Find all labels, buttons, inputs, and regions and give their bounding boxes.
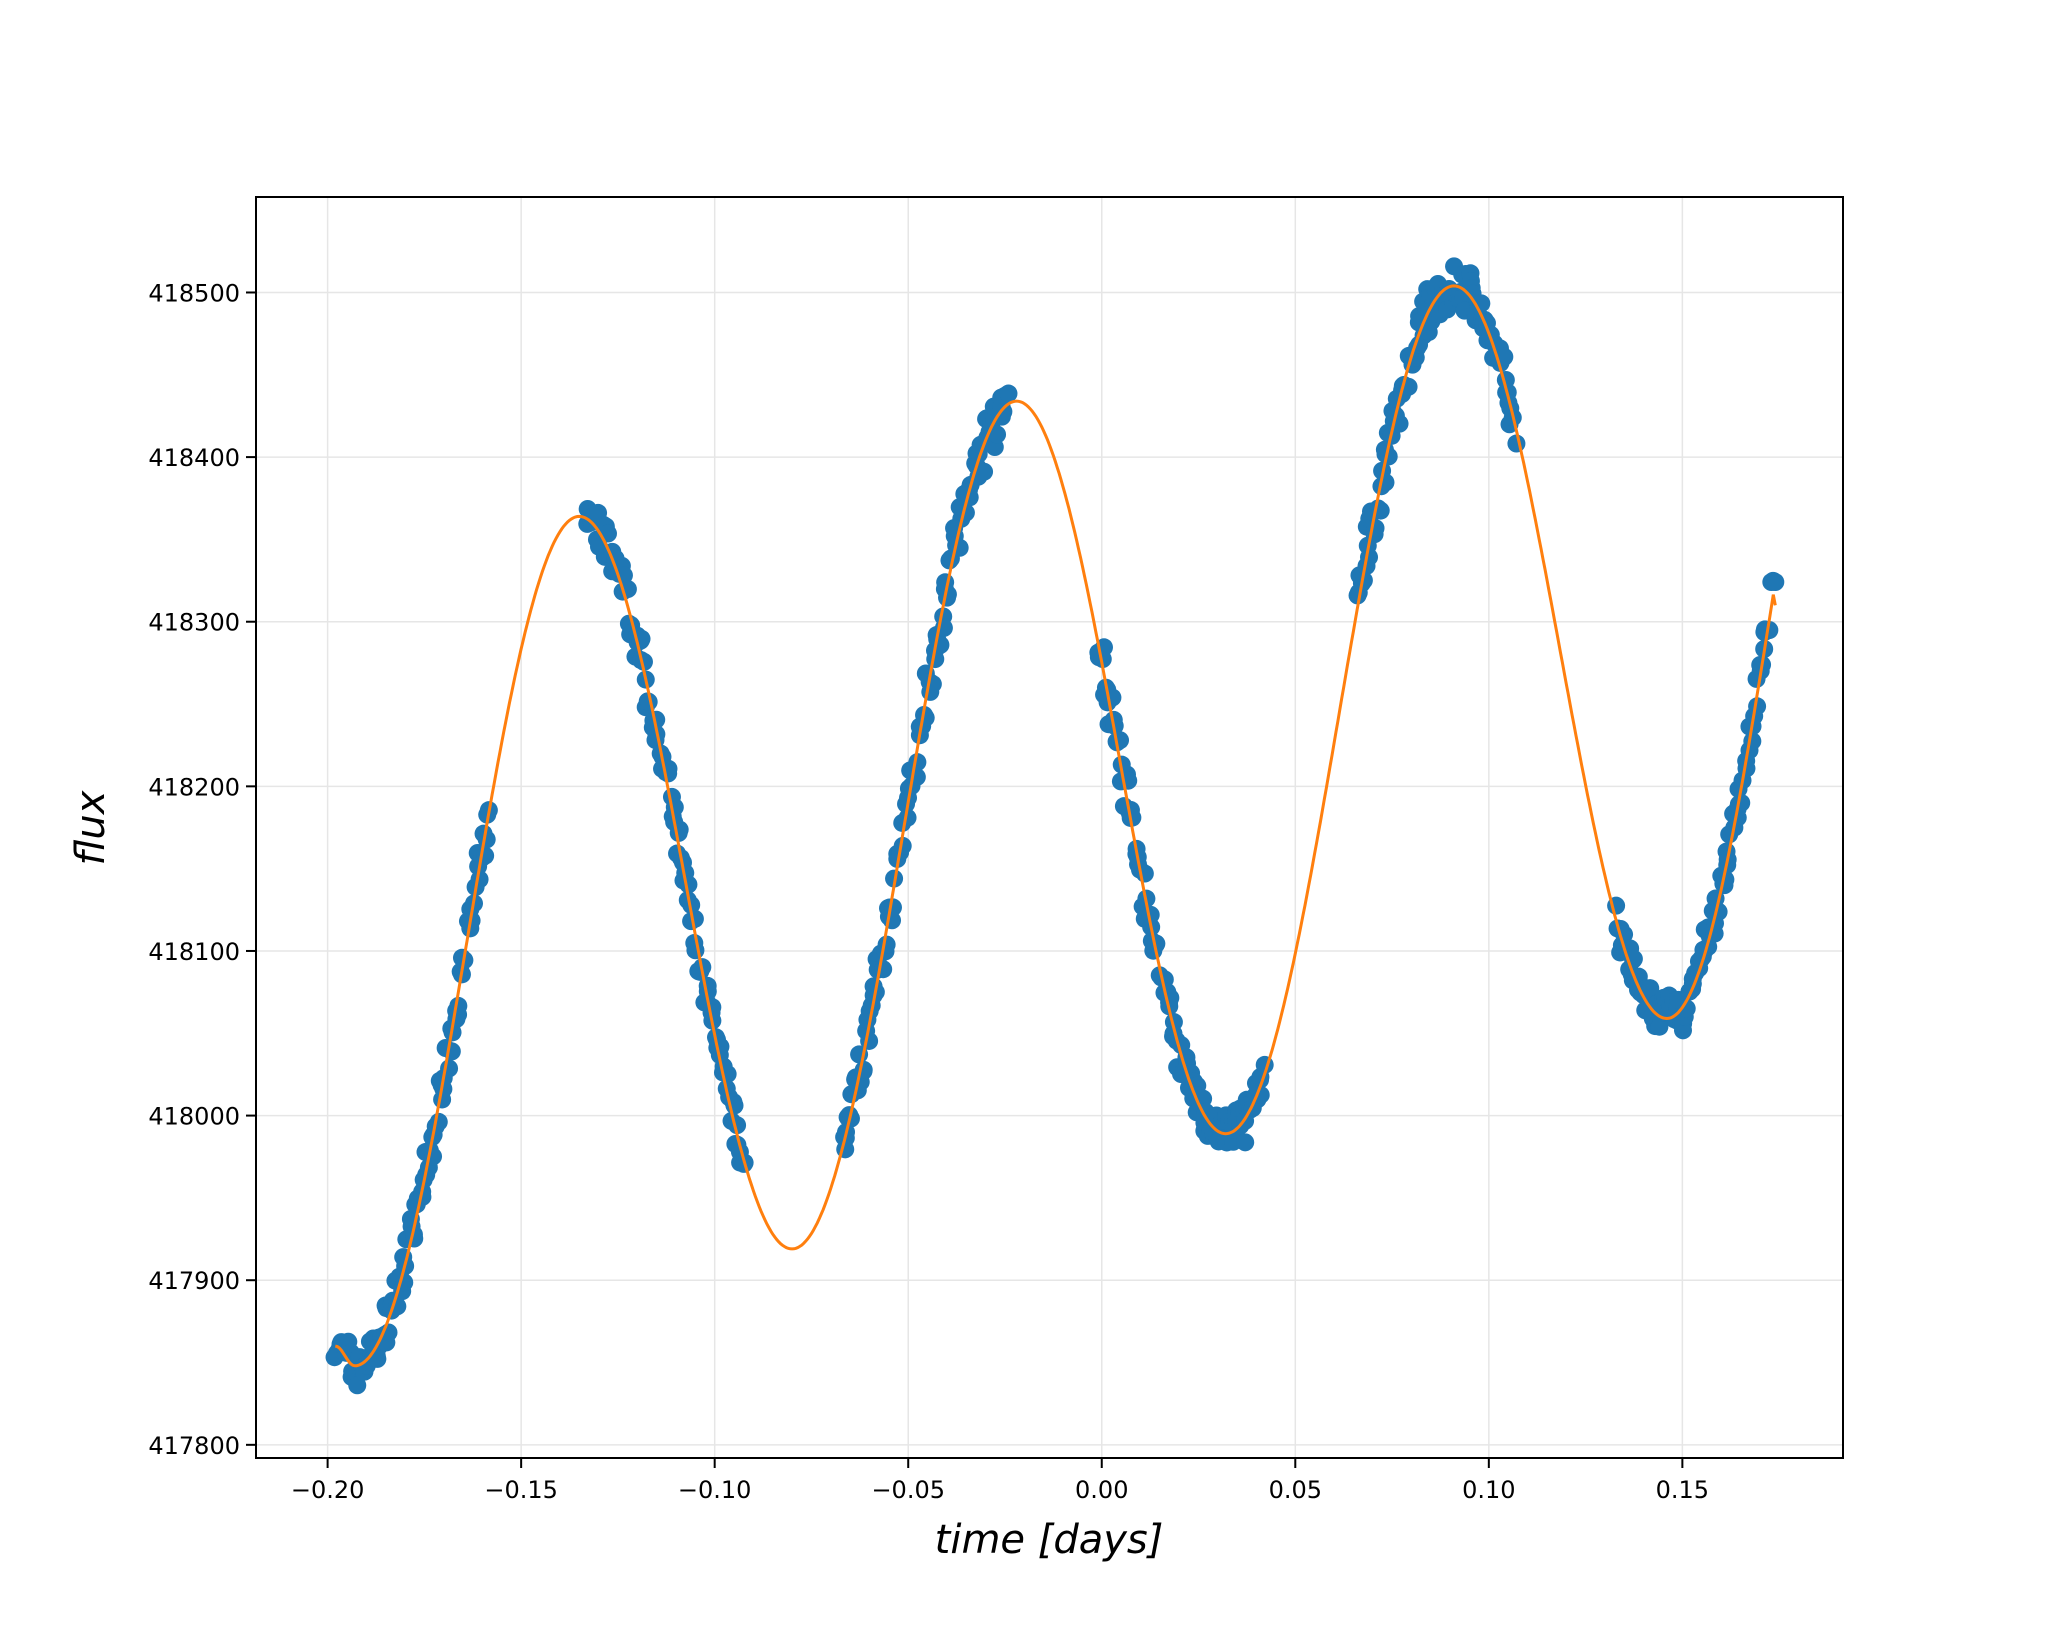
- x-tick-label: −0.10: [678, 1476, 752, 1504]
- data-point: [916, 708, 935, 727]
- data-point: [1766, 573, 1785, 592]
- axes-background: [256, 197, 1843, 1458]
- data-point: [1160, 993, 1179, 1012]
- axes-frame: [255, 196, 1844, 1459]
- data-point: [1728, 808, 1747, 827]
- fit-line-model: [335, 284, 1777, 1368]
- data-point: [434, 1079, 453, 1098]
- x-tick-label: 0.05: [1269, 1476, 1322, 1504]
- data-point: [898, 808, 917, 827]
- x-tick-label: −0.15: [484, 1476, 558, 1504]
- data-point: [988, 425, 1007, 444]
- data-point: [1677, 999, 1696, 1018]
- data-point: [348, 1376, 367, 1395]
- y-tick-label: 418100: [148, 938, 240, 966]
- y-tick-label: 417900: [148, 1267, 240, 1295]
- data-point: [659, 764, 678, 783]
- data-point: [883, 898, 902, 917]
- data-point: [1650, 1017, 1669, 1036]
- y-tick-label: 418300: [148, 609, 240, 637]
- y-tick-label: 418000: [148, 1103, 240, 1131]
- data-point: [1732, 793, 1751, 812]
- x-tick-label: −0.20: [291, 1476, 365, 1504]
- y-tick-label: 418500: [148, 279, 240, 307]
- data-point: [698, 982, 717, 1001]
- data-point: [442, 1042, 461, 1061]
- grid-lines: [256, 197, 1843, 1458]
- data-point: [860, 1031, 879, 1050]
- data-point: [1354, 571, 1373, 590]
- data-point: [874, 960, 893, 979]
- data-point: [1751, 655, 1770, 674]
- data-point: [1507, 434, 1526, 453]
- y-tick-label: 418400: [148, 444, 240, 472]
- data-point: [1236, 1133, 1255, 1152]
- data-point: [893, 836, 912, 855]
- data-point: [1641, 979, 1660, 998]
- x-axis-label: time [days]: [935, 1517, 1164, 1563]
- x-axis-ticks: −0.20 −0.15 −0.10 −0.05 0.00 0.05 0.10 0.15: [291, 1458, 1709, 1504]
- data-point: [999, 384, 1018, 403]
- x-tick-label: 0.15: [1656, 1476, 1709, 1504]
- data-point: [975, 462, 994, 481]
- y-tick-label: 417800: [148, 1432, 240, 1460]
- x-tick-label: −0.05: [871, 1476, 945, 1504]
- data-point: [470, 870, 489, 889]
- data-point: [1123, 808, 1142, 827]
- data-point: [877, 935, 896, 954]
- data-point: [1366, 519, 1385, 538]
- data-point: [1147, 934, 1166, 953]
- data-point: [1737, 759, 1756, 778]
- y-axis-label: flux: [68, 790, 114, 865]
- x-tick-label: 0.10: [1462, 1476, 1515, 1504]
- data-point: [647, 710, 666, 729]
- x-tick-label: 0.00: [1075, 1476, 1128, 1504]
- plot-area: [255, 196, 1844, 1459]
- data-point: [854, 1060, 873, 1079]
- data-point: [639, 692, 658, 711]
- data-point: [429, 1112, 448, 1131]
- data-point: [686, 941, 705, 960]
- y-axis-ticks: 417800 417900 418000 418100 418200 418300 4184…: [148, 279, 256, 1460]
- y-tick-label: 418200: [148, 773, 240, 801]
- data-point: [1748, 697, 1767, 716]
